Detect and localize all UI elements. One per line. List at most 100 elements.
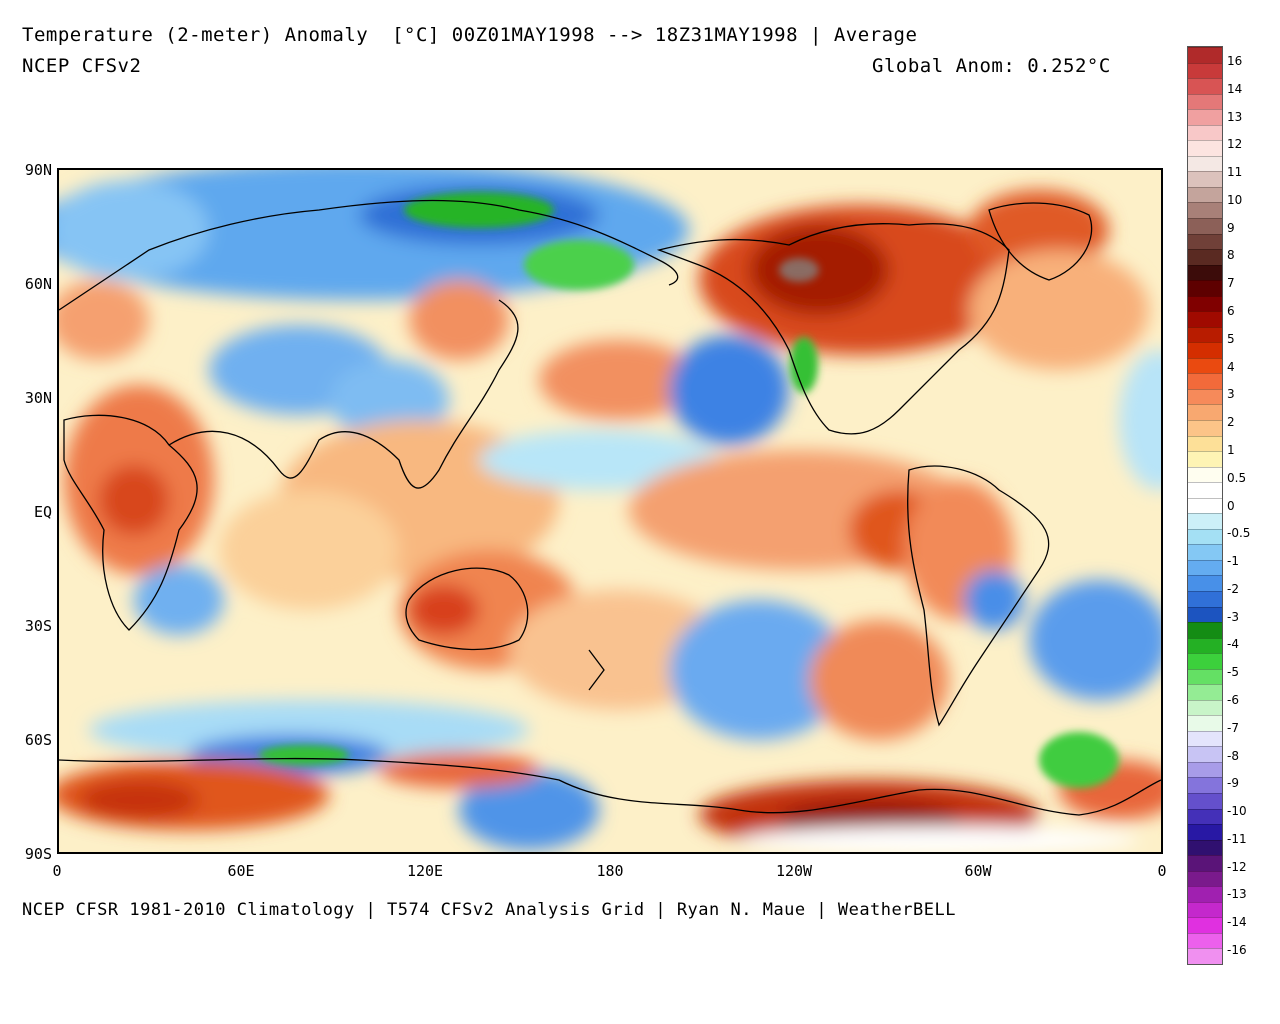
colorbar-cell — [1188, 684, 1222, 701]
colorbar-cell — [1188, 948, 1222, 965]
colorbar-cell — [1188, 528, 1222, 545]
lat-label-60s: 60S — [24, 731, 52, 749]
colorbar-cell — [1188, 544, 1222, 561]
global-anomaly-value: Global Anom: 0.252°C — [872, 55, 1111, 77]
colorbar-cell — [1188, 388, 1222, 405]
colorbar-cell — [1188, 699, 1222, 716]
map-area — [57, 168, 1163, 854]
colorbar-cell — [1188, 824, 1222, 841]
colorbar-tick-label: 13 — [1227, 109, 1243, 124]
colorbar-cell — [1188, 109, 1222, 126]
colorbar-cell — [1188, 78, 1222, 95]
colorbar-cell — [1188, 186, 1222, 203]
lat-label-30n: 30N — [24, 389, 52, 407]
colorbar-tick-label: -10 — [1227, 804, 1247, 819]
colorbar-tick-label: -2 — [1227, 581, 1239, 596]
colorbar-cell — [1188, 357, 1222, 374]
colorbar-cell — [1188, 606, 1222, 623]
colorbar-cell — [1188, 637, 1222, 654]
colorbar-cell — [1188, 917, 1222, 934]
colorbar-cell — [1188, 435, 1222, 452]
lon-label-0-east: 0 — [1157, 862, 1167, 880]
colorbar-tick-label: -8 — [1227, 748, 1239, 763]
lat-label-60n: 60N — [24, 275, 52, 293]
colorbar-tick-label: -1 — [1227, 554, 1239, 569]
colorbar-cell — [1188, 93, 1222, 110]
colorbar-tick-label: -4 — [1227, 637, 1239, 652]
colorbar-cell — [1188, 559, 1222, 576]
colorbar-cell — [1188, 715, 1222, 732]
colorbar-cell — [1188, 280, 1222, 297]
colorbar-tick-label: 0 — [1227, 498, 1235, 513]
colorbar-tick-label: -16 — [1227, 943, 1247, 957]
lon-label-120w: 120W — [775, 862, 813, 880]
colorbar-cell — [1188, 746, 1222, 763]
lat-label-30s: 30S — [24, 617, 52, 635]
lat-label-eq: EQ — [33, 503, 52, 521]
temperature-anomaly-field — [59, 170, 1161, 852]
colorbar-tick-label: -0.5 — [1227, 526, 1251, 541]
colorbar-cell — [1188, 808, 1222, 825]
colorbar-cell — [1188, 264, 1222, 281]
colorbar-tick-label: 1 — [1227, 442, 1235, 457]
colorbar-cell — [1188, 124, 1222, 141]
colorbar-cell — [1188, 513, 1222, 530]
model-name: NCEP CFSv2 — [22, 55, 142, 77]
lon-label-0: 0 — [52, 862, 62, 880]
coastlines — [59, 199, 1161, 816]
colorbar-tick-label: 10 — [1227, 192, 1243, 207]
colorbar-tick-label: -7 — [1227, 720, 1239, 735]
colorbar-tick-label: -14 — [1227, 915, 1247, 930]
colorbar-cell — [1188, 730, 1222, 747]
colorbar-tick-label: 3 — [1227, 387, 1235, 402]
colorbar-cell — [1188, 202, 1222, 219]
colorbar-cell — [1188, 575, 1222, 592]
colorbar-tick-label: 4 — [1227, 359, 1235, 374]
colorbar-cell — [1188, 373, 1222, 390]
colorbar-tick-label: 9 — [1227, 220, 1235, 235]
colorbar-tick-label: 14 — [1227, 81, 1243, 96]
colorbar-cell — [1188, 653, 1222, 670]
colorbar-tick-label: -6 — [1227, 692, 1239, 707]
colorbar-tick-label: -12 — [1227, 859, 1247, 874]
colorbar-tick-label: 2 — [1227, 415, 1235, 430]
lon-label-60w: 60W — [964, 862, 992, 880]
colorbar-cell — [1188, 497, 1222, 514]
colorbar-tick-label: 6 — [1227, 304, 1235, 319]
lon-label-120e: 120E — [406, 862, 444, 880]
colorbar-cell — [1188, 233, 1222, 250]
colorbar-tick-label: -13 — [1227, 887, 1247, 902]
colorbar-tick-label: 0.5 — [1227, 470, 1247, 485]
colorbar-tick-label: -9 — [1227, 776, 1239, 791]
colorbar-cell — [1188, 855, 1222, 872]
colorbar-cell — [1188, 777, 1222, 794]
colorbar-tick-label: -3 — [1227, 609, 1239, 624]
colorbar-cell — [1188, 62, 1222, 79]
lat-label-90s: 90S — [24, 845, 52, 863]
colorbar-cell — [1188, 886, 1222, 903]
lat-label-90n: 90N — [24, 161, 52, 179]
colorbar-cell — [1188, 793, 1222, 810]
colorbar-cell — [1188, 622, 1222, 639]
colorbar-cell — [1188, 155, 1222, 172]
map-title: Temperature (2-meter) Anomaly [°C] 00Z01… — [22, 24, 918, 46]
colorbar-cell — [1188, 466, 1222, 483]
footer-credits: NCEP CFSR 1981-2010 Climatology | T574 C… — [22, 900, 956, 920]
colorbar-cell — [1188, 326, 1222, 343]
colorbar-cell — [1188, 140, 1222, 157]
colorbar-tick-label: 16 — [1227, 54, 1243, 68]
lon-label-60e: 60E — [227, 862, 255, 880]
colorbar-tick-label: 7 — [1227, 276, 1235, 291]
colorbar-cell — [1188, 342, 1222, 359]
colorbar-tick-label: 12 — [1227, 137, 1243, 152]
colorbar-cell — [1188, 171, 1222, 188]
colorbar-cell — [1188, 217, 1222, 234]
colorbar-cell — [1188, 420, 1222, 437]
colorbar-tick-label: 5 — [1227, 331, 1235, 346]
colorbar-cell — [1188, 249, 1222, 266]
colorbar-tick-label: 11 — [1227, 165, 1243, 180]
colorbar — [1187, 46, 1223, 965]
colorbar-cell — [1188, 839, 1222, 856]
colorbar-cell — [1188, 668, 1222, 685]
colorbar-cell — [1188, 404, 1222, 421]
